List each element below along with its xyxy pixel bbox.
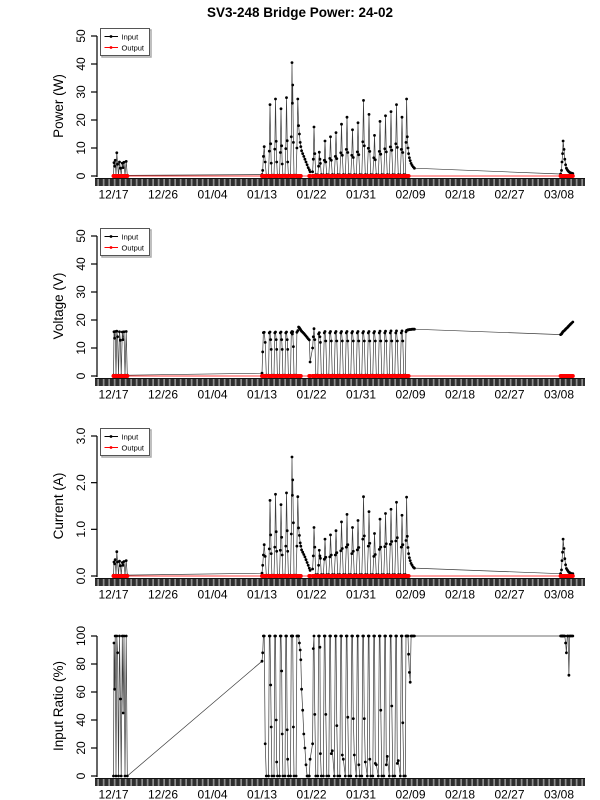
x-tick-label: 01/31 <box>346 588 376 601</box>
y-axis-title: Power (W) <box>51 74 66 138</box>
legend-label: Output <box>122 243 145 252</box>
x-tick-label: 01/13 <box>247 388 277 401</box>
x-tick-label: 02/09 <box>395 388 425 401</box>
x-tick-label: 12/26 <box>148 788 178 800</box>
x-tick-label: 01/13 <box>247 188 277 201</box>
y-tick-label: 20 <box>74 313 88 327</box>
legend: Input Output <box>100 428 152 458</box>
date-axis-band <box>95 378 585 386</box>
x-tick-label: 03/08 <box>544 588 574 601</box>
y-tick-label: 50 <box>74 229 88 243</box>
x-tick-label: 02/27 <box>494 388 524 401</box>
legend-label: Output <box>122 43 145 52</box>
y-tick-label: 60 <box>74 685 88 699</box>
legend: Input Output <box>100 228 152 258</box>
y-tick-label: 10 <box>74 341 88 355</box>
y-tick-label: 100 <box>74 626 88 646</box>
legend-label: Input <box>122 32 140 41</box>
x-tick-label: 01/04 <box>197 388 227 401</box>
x-tick-label: 03/08 <box>544 788 574 800</box>
y-tick-label: 0 <box>74 372 88 379</box>
y-tick-label: 40 <box>74 713 88 727</box>
x-tick-label: 01/22 <box>296 788 326 800</box>
x-tick-label: 02/18 <box>445 388 475 401</box>
power-plot: 12/17 12/26 01/04 01/13 01/22 01/31 02/09 02/18… <box>51 28 585 201</box>
x-tick-label: 12/26 <box>148 388 178 401</box>
x-tick-label: 12/17 <box>98 588 128 601</box>
input-series-line <box>113 62 573 176</box>
current-panel: 12/17 12/26 01/04 01/13 01/22 01/31 02/09 02/18… <box>0 400 600 600</box>
x-tick-label: 02/18 <box>445 588 475 601</box>
y-tick-label: 20 <box>74 741 88 755</box>
y-axis-title: Current (A) <box>51 473 66 540</box>
x-tick-label: 01/22 <box>296 388 326 401</box>
legend: Input Output <box>100 28 152 58</box>
x-tick-label: 01/04 <box>197 188 227 201</box>
y-tick-label: 30 <box>74 285 88 299</box>
x-tick-label: 01/31 <box>346 388 376 401</box>
input-series-line <box>113 456 573 576</box>
x-tick-label: 12/17 <box>98 788 128 800</box>
y-tick-label: 0 <box>74 172 88 179</box>
y-tick-label: 1.0 <box>74 521 88 538</box>
x-tick-label: 02/18 <box>445 788 475 800</box>
y-tick-label: 10 <box>74 141 88 155</box>
y-axis-title: Input Ratio (%) <box>51 661 66 751</box>
x-tick-label: 01/22 <box>296 588 326 601</box>
date-axis-band <box>95 778 585 786</box>
legend-label: Input <box>122 432 140 441</box>
x-tick-label: 02/09 <box>395 788 425 800</box>
x-tick-label: 01/31 <box>346 788 376 800</box>
input-ratio-panel: 12/17 12/26 01/04 01/13 01/22 01/31 02/09 02/18… <box>0 600 600 800</box>
x-tick-label: 02/27 <box>494 588 524 601</box>
x-tick-label: 02/09 <box>395 188 425 201</box>
x-tick-label: 03/08 <box>544 188 574 201</box>
y-tick-label: 80 <box>74 657 88 671</box>
x-tick-label: 01/04 <box>197 788 227 800</box>
y-tick-label: 0 <box>74 772 88 779</box>
voltage-panel: 12/17 12/26 01/04 01/13 01/22 01/31 02/09 02/18… <box>0 200 600 400</box>
voltage-plot: 12/17 12/26 01/04 01/13 01/22 01/31 02/09 02/18… <box>51 228 585 401</box>
x-tick-label: 03/08 <box>544 388 574 401</box>
x-tick-label: 01/22 <box>296 188 326 201</box>
x-tick-label: 01/31 <box>346 188 376 201</box>
y-axis-title: Voltage (V) <box>51 273 66 340</box>
power-panel: 12/17 12/26 01/04 01/13 01/22 01/31 02/09 02/18… <box>0 0 600 200</box>
x-tick-label: 12/17 <box>98 188 128 201</box>
x-tick-label: 02/27 <box>494 188 524 201</box>
x-tick-label: 12/26 <box>148 588 178 601</box>
x-tick-label: 12/26 <box>148 188 178 201</box>
input-ratio-plot: 12/17 12/26 01/04 01/13 01/22 01/31 02/09 02/18… <box>51 626 585 800</box>
y-tick-label: 2.0 <box>74 474 88 491</box>
y-tick-label: 0.0 <box>74 567 88 584</box>
y-tick-label: 40 <box>74 257 88 271</box>
date-axis-band <box>95 178 585 186</box>
legend-label: Input <box>122 232 140 241</box>
x-tick-label: 01/13 <box>247 788 277 800</box>
y-tick-label: 50 <box>74 29 88 43</box>
input-series-line <box>113 321 574 376</box>
x-tick-label: 01/04 <box>197 588 227 601</box>
y-tick-label: 3.0 <box>74 427 88 444</box>
x-tick-label: 02/09 <box>395 588 425 601</box>
legend-label: Output <box>122 443 145 452</box>
x-tick-label: 01/13 <box>247 588 277 601</box>
x-tick-label: 02/18 <box>445 188 475 201</box>
x-tick-label: 12/17 <box>98 388 128 401</box>
current-plot: 12/17 12/26 01/04 01/13 01/22 01/31 02/09 02/18… <box>51 427 585 601</box>
chart-title: SV3-248 Bridge Power: 24-02 <box>206 5 394 20</box>
x-tick-label: 02/27 <box>494 788 524 800</box>
y-tick-label: 40 <box>74 57 88 71</box>
y-tick-label: 30 <box>74 85 88 99</box>
y-tick-label: 20 <box>74 113 88 127</box>
date-axis-band <box>95 578 585 586</box>
